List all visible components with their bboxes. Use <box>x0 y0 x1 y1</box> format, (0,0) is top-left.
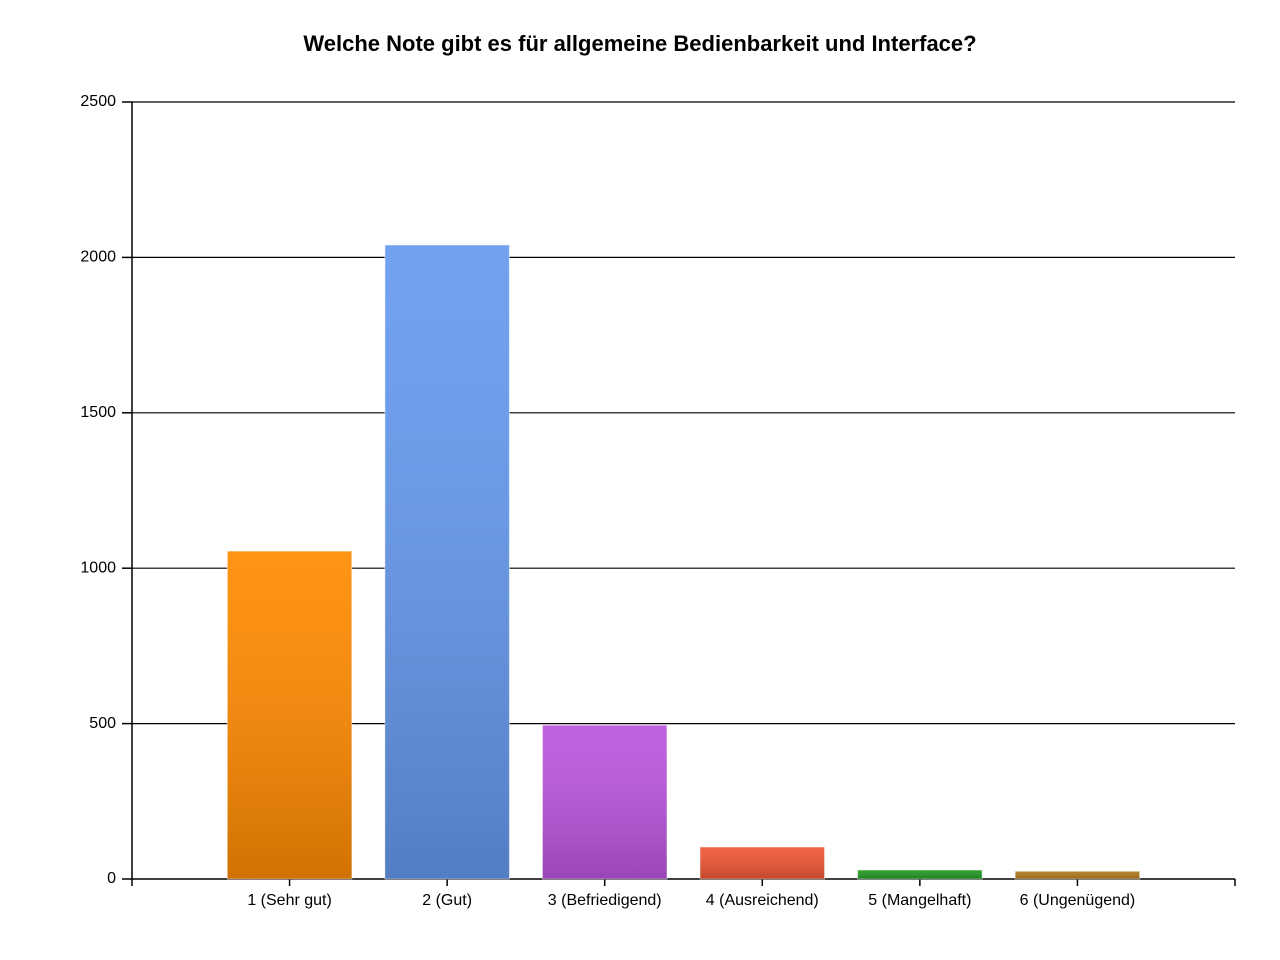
x-tick-label: 4 (Ausreichend) <box>706 892 819 909</box>
x-tick-label: 3 (Befriedigend) <box>548 892 662 909</box>
y-tick-label: 1000 <box>80 559 116 576</box>
bar-shade <box>857 869 983 879</box>
y-tick-label: 0 <box>107 870 116 887</box>
x-tick-label: 6 (Ungenügend) <box>1020 892 1136 909</box>
bar-shade <box>700 846 825 879</box>
bar-shade <box>384 244 510 879</box>
y-tick-label: 2500 <box>80 93 116 110</box>
chart-title: Welche Note gibt es für allgemeine Bedie… <box>303 31 976 56</box>
y-tick-label: 2000 <box>80 249 116 266</box>
bar-shade <box>542 725 667 879</box>
bar-shade <box>227 551 352 879</box>
x-tick-label: 5 (Mangelhaft) <box>868 892 971 909</box>
x-tick-label: 1 (Sehr gut) <box>247 892 331 909</box>
bar-shade <box>1015 871 1140 879</box>
y-tick-label: 1500 <box>80 404 116 421</box>
y-tick-label: 500 <box>89 715 116 732</box>
x-tick-label: 2 (Gut) <box>422 892 472 909</box>
